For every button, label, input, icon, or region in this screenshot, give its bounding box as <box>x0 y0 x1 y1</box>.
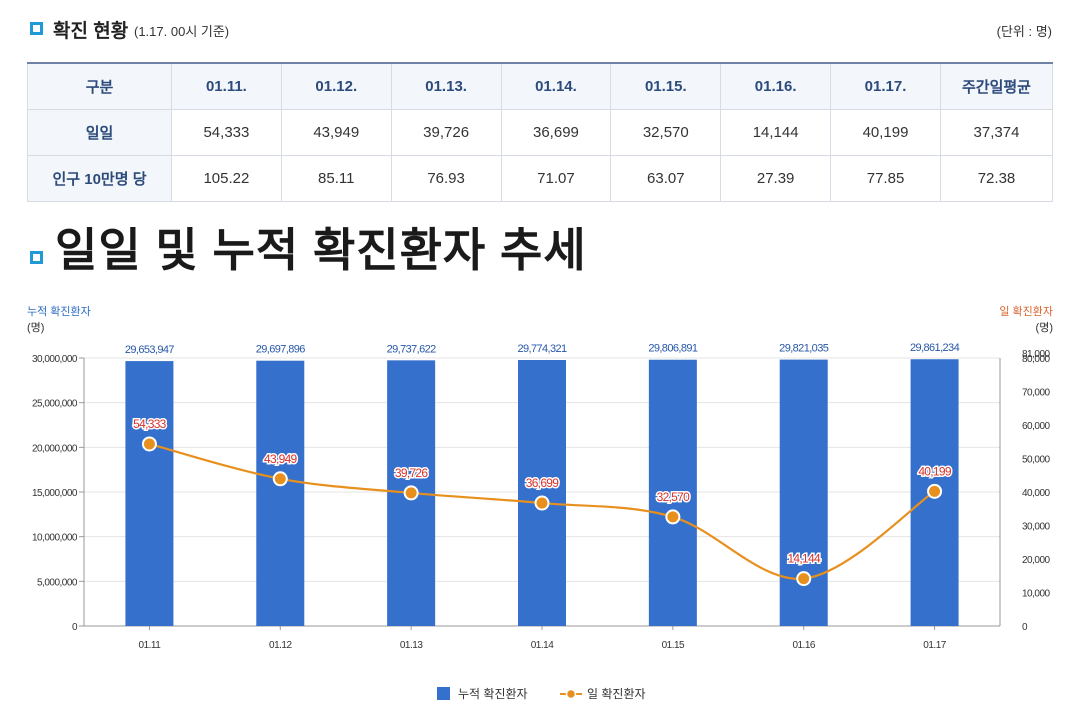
line-point <box>665 509 681 525</box>
line-data-label: 14,144 <box>787 552 821 566</box>
x-tick-label: 01.15 <box>662 640 685 651</box>
row-header: 일일 <box>27 109 172 156</box>
table-cell: 27.39 <box>720 155 832 202</box>
bar-data-label: 29,774,321 <box>517 343 567 355</box>
row-header: 인구 10만명 당 <box>27 155 172 202</box>
table-cell: 63.07 <box>610 155 722 202</box>
col-header: 구분 <box>27 62 172 110</box>
table-cell: 71.07 <box>500 155 612 202</box>
legend-bar-label: 누적 확진환자 <box>458 687 528 701</box>
section-marker-icon <box>30 251 43 264</box>
table-row: 인구 10만명 당 105.22 85.11 76.93 71.07 63.07… <box>27 155 1053 202</box>
y-left-tick-label: 10,000,000 <box>32 533 78 544</box>
y-right-tick-label: 0 <box>1022 622 1028 633</box>
y-left-tick-label: 15,000,000 <box>32 488 78 499</box>
line-point <box>534 495 550 511</box>
line-point <box>796 571 812 587</box>
x-tick-label: 01.17 <box>923 640 946 651</box>
line-point <box>272 471 288 487</box>
bar <box>256 360 305 626</box>
chart-section-title: 일일 및 누적 확진환자 추세 <box>55 224 587 276</box>
table-cell: 77.85 <box>830 155 941 202</box>
x-tick-label: 01.13 <box>400 640 423 651</box>
bar-data-label: 29,697,896 <box>256 344 306 356</box>
y-left-tick-label: 0 <box>72 622 78 633</box>
section-marker-icon <box>30 22 43 35</box>
y-left-tick-label: 5,000,000 <box>37 577 78 588</box>
table-cell: 39,726 <box>390 109 502 156</box>
y-right-tick-label: 60,000 <box>1022 421 1051 432</box>
table-cell: 40,199 <box>830 109 941 156</box>
line-data-label: 36,699 <box>526 476 560 490</box>
reference-time: (1.17. 00시 기준) <box>134 24 230 39</box>
table-cell: 43,949 <box>280 109 392 156</box>
unit-note: (단위 : 명) <box>996 24 1052 39</box>
bar-data-label: 29,653,947 <box>125 344 175 356</box>
line-point <box>927 483 943 499</box>
table-cell: 54,333 <box>171 109 282 156</box>
col-header: 01.17. <box>830 62 941 110</box>
y-left-tick-label: 20,000,000 <box>32 443 78 454</box>
line-point <box>141 436 157 452</box>
col-header: 01.14. <box>500 62 612 110</box>
bar <box>648 359 697 626</box>
x-tick-label: 01.16 <box>792 640 815 651</box>
table-cell: 37,374 <box>940 109 1053 156</box>
y-left-axis-unit: (명) <box>27 321 44 334</box>
bar-data-label: 29,806,891 <box>648 343 698 355</box>
y-right-axis-title: 일 확진환자 <box>999 304 1053 318</box>
bar-data-label: 29,737,622 <box>387 343 437 355</box>
section-title: 확진 현황 <box>53 21 129 42</box>
x-tick-label: 01.11 <box>139 640 162 651</box>
table-cell: 105.22 <box>171 155 282 202</box>
y-right-tick-label: 70,000 <box>1022 388 1051 399</box>
line-data-label: 39,726 <box>395 466 429 480</box>
line-point <box>403 485 419 501</box>
col-header: 01.15. <box>610 62 722 110</box>
y-right-tick-label: 10,000 <box>1022 589 1051 600</box>
stats-table: 구분 01.11. 01.12. 01.13. 01.14. 01.15. 01… <box>27 62 1053 202</box>
legend-bar-swatch <box>437 687 450 700</box>
bar-data-label: 29,821,035 <box>779 343 829 355</box>
bar-data-label: 29,861,234 <box>910 342 960 354</box>
bar <box>518 360 566 626</box>
x-tick-label: 01.12 <box>269 640 292 651</box>
table-cell: 72.38 <box>940 155 1053 202</box>
y-right-tick-label: 80,000 <box>1022 354 1051 365</box>
col-header: 01.16. <box>720 62 832 110</box>
col-header: 01.11. <box>171 62 282 110</box>
y-right-tick-label: 30,000 <box>1022 522 1051 533</box>
legend-line-marker <box>565 688 577 700</box>
y-right-axis-unit: (명) <box>1036 321 1053 334</box>
line-data-label: 40,199 <box>918 464 952 478</box>
line-data-label: 32,570 <box>657 490 691 504</box>
y-right-tick-label: 40,000 <box>1022 488 1051 499</box>
table-header-row: 구분 01.11. 01.12. 01.13. 01.14. 01.15. 01… <box>27 62 1053 110</box>
y-left-tick-label: 25,000,000 <box>32 399 78 410</box>
table-cell: 85.11 <box>280 155 392 202</box>
line-data-label: 54,333 <box>133 417 167 431</box>
bar <box>125 361 174 626</box>
y-left-tick-label: 30,000,000 <box>32 354 78 365</box>
y-right-tick-label: 20,000 <box>1022 555 1051 566</box>
x-tick-label: 01.14 <box>531 640 554 651</box>
y-right-tick-label: 81,000 <box>1022 349 1051 360</box>
legend-line-label: 일 확진환자 <box>587 687 646 701</box>
y-left-axis-title: 누적 확진환자 <box>27 305 91 318</box>
line-data-label: 43,949 <box>264 452 298 466</box>
y-right-tick-label: 50,000 <box>1022 455 1051 466</box>
table-cell: 76.93 <box>390 155 502 202</box>
